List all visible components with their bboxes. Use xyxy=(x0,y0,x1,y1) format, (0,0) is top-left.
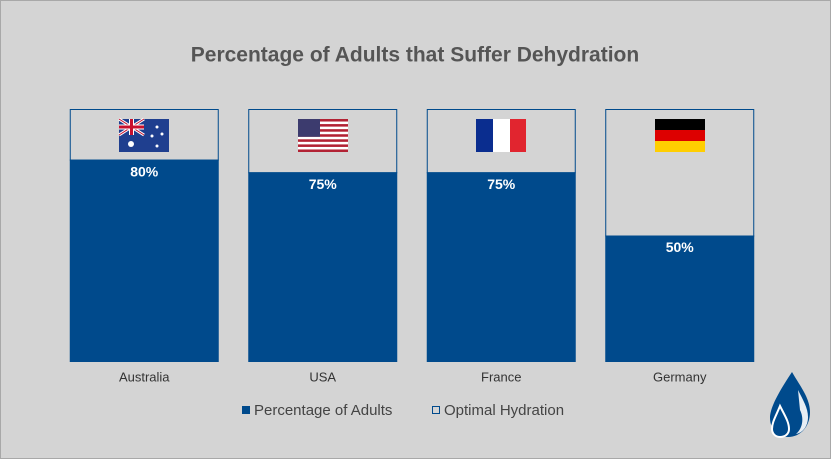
bar-segment xyxy=(426,172,576,362)
water-drop-icon xyxy=(770,372,810,439)
value-label: 50% xyxy=(666,239,695,255)
bar-segment xyxy=(426,109,576,174)
value-label: 75% xyxy=(487,176,516,192)
bar-segment xyxy=(605,235,755,362)
x-tick-label: France xyxy=(481,369,521,384)
flag-germany xyxy=(655,119,705,152)
legend-label: Optimal Hydration xyxy=(444,402,564,419)
legend-swatch xyxy=(432,406,440,414)
chart-title: Percentage of Adults that Suffer Dehydra… xyxy=(191,44,639,67)
flag-france xyxy=(476,119,526,152)
bar-segment xyxy=(248,109,398,174)
x-tick-label: USA xyxy=(309,369,336,384)
bar-segment xyxy=(605,109,755,237)
bar-segment xyxy=(248,172,398,362)
flag-australia xyxy=(118,117,169,152)
value-label: 75% xyxy=(309,176,338,192)
bar-segment xyxy=(69,159,219,362)
value-label: 80% xyxy=(130,163,159,179)
x-tick-label: Australia xyxy=(119,369,170,384)
legend-label: Percentage of Adults xyxy=(254,402,392,419)
legend-swatch xyxy=(242,406,250,414)
x-tick-label: Germany xyxy=(653,369,707,384)
flags xyxy=(118,117,705,152)
flag-usa xyxy=(298,119,348,152)
bar-segment xyxy=(69,109,219,161)
